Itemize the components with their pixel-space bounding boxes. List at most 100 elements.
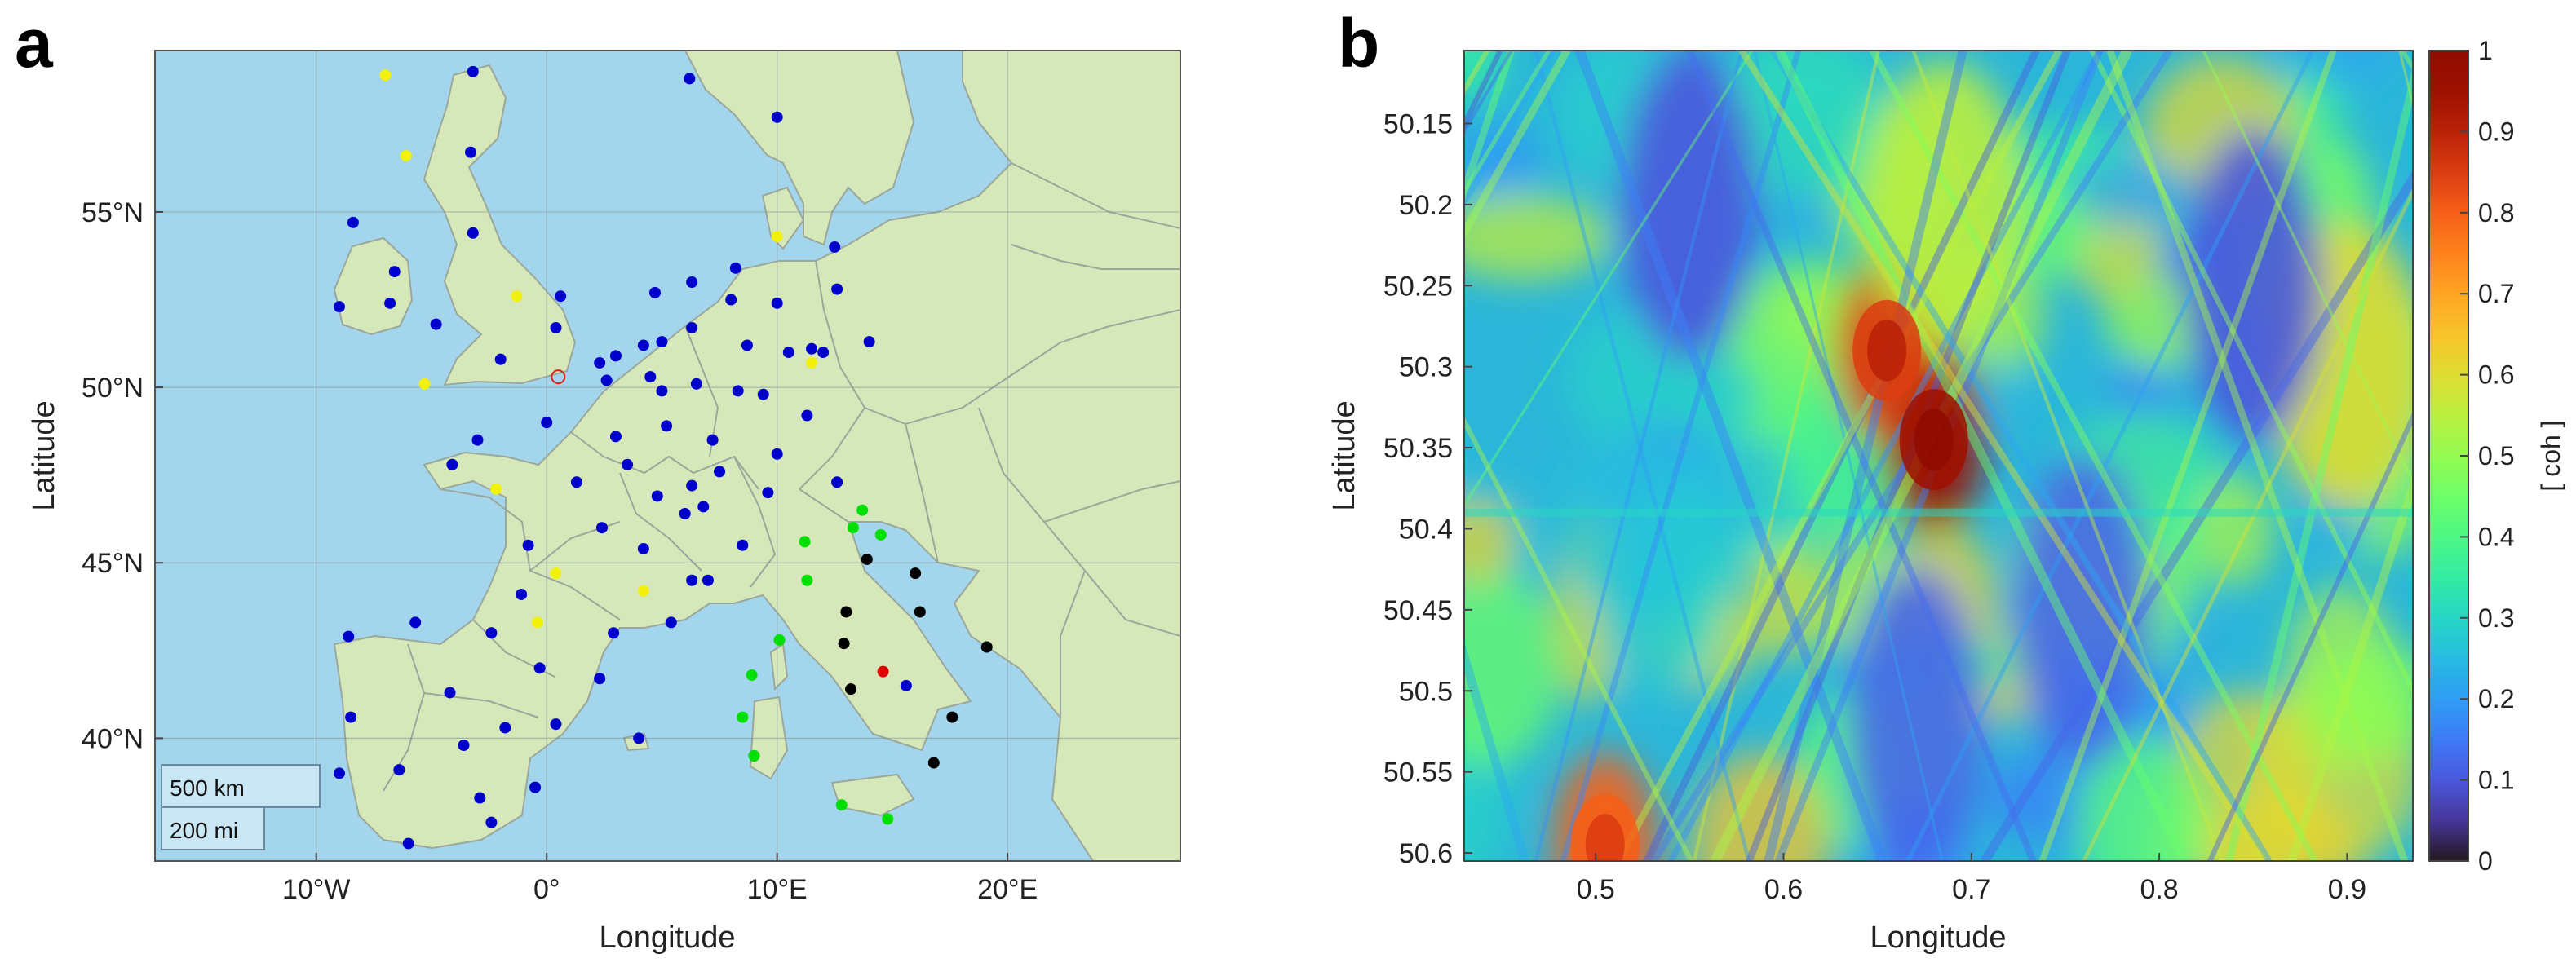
heatmap-streak [1464,51,1556,209]
station-point [686,276,698,288]
station-point [882,813,894,825]
station-point [595,522,608,534]
heatmap-streak [1560,51,1802,861]
x-tick-label: 0.6 [1764,874,1803,905]
station-point [622,458,634,470]
station-point [648,286,661,298]
heatmap-peak-core [1914,409,1954,471]
heatmap-texture-blob [2312,641,2413,758]
y-tick-label: 45°N [82,548,144,579]
station-point [702,574,714,586]
colorbar-tick-label: 0.8 [2478,198,2514,227]
station-point [529,781,542,793]
station-point [343,630,355,643]
station-point [467,65,479,77]
station-point [732,385,744,397]
heatmap-y-ticks: 50.15 50.2 50.25 50.3 50.35 50.4 50.45 50.5 50.5… [1383,108,1472,869]
panel-a-map: 500 km 200 mi 10°W 0° 10°E 20°E 40°N 45°N 50°… [27,50,1181,955]
station-point [485,816,498,828]
station-point [651,490,663,502]
station-point [494,353,507,365]
station-point [594,673,606,685]
heatmap-texture-blob [1464,51,1507,106]
heatmap-streak [1464,51,1754,509]
station-point [531,616,543,629]
map-graticule [155,51,1180,861]
y-tick-label: 50.55 [1383,757,1453,788]
heatmap-streak [2090,51,2413,696]
station-point [771,231,783,243]
colorbar-tick-label: 1 [2478,36,2493,65]
station-point [874,528,887,541]
station-point [914,606,926,618]
station-point [829,241,841,253]
heatmap-texture-blob [1745,549,1825,660]
heatmap-streak [2106,51,2409,861]
station-point [600,374,613,386]
station-point [656,385,668,397]
y-tick-label: 50.6 [1399,838,1453,869]
colorbar-tick-label: 0.5 [2478,441,2514,470]
heatmap-texture-blob [1464,193,1611,281]
station-point [608,627,620,639]
station-point [347,216,359,228]
station-point [690,378,702,390]
station-point [637,339,649,351]
heatmap-streak [1981,170,2413,861]
station-point [679,508,691,519]
station-point [418,378,431,390]
station-point [847,522,859,534]
station-point [863,336,875,348]
station-point [379,69,392,82]
station-point [771,448,783,460]
colorbar-ticks: 0 0.1 0.2 0.3 0.4 0.5 0.6 0.7 0.8 0.9 1 [2460,36,2514,876]
station-point [900,679,912,691]
station-point [806,356,818,369]
heatmap-streak [1753,51,1944,861]
heatmap-texture-blob [1464,569,1562,767]
y-tick-label: 50.45 [1383,595,1453,626]
station-point [782,347,794,359]
heatmap-texture-blob [2282,51,2393,86]
scale-bar-km-label: 500 km [170,775,245,801]
colorbar-tick-label: 0.2 [2478,684,2514,713]
station-point [409,616,422,629]
station-point [609,350,622,362]
heatmap-texture-blob [1720,51,1887,200]
station-point [511,290,523,303]
heatmap-blobs [1464,51,2413,861]
station-point [474,792,486,804]
station-point [861,553,873,565]
heatmap-texture-blob [2173,689,2317,861]
heatmap-streak [1738,51,2267,861]
colorbar-tick-label: 0.9 [2478,117,2514,146]
station-point [748,749,760,762]
scale-bar-km-box [161,764,321,808]
station-point [856,504,869,516]
station-point [522,539,534,551]
heatmap-streak [1464,51,1570,241]
station-point [762,487,774,499]
heatmap-streak [1534,51,1744,861]
colorbar-tick-label: 0.4 [2478,522,2514,551]
x-tick-label: 0.5 [1577,874,1615,905]
station-point [697,501,710,513]
station-point [656,336,668,348]
station-point [840,606,852,618]
heatmap-peak-core [1867,319,1907,382]
heatmap-region-band [1862,60,2025,348]
station-point [725,294,737,306]
station-point [633,732,645,744]
heatmap-texture-blob [1691,753,1829,861]
station-point [835,799,848,811]
station-point [714,466,726,478]
x-tick-label: 10°E [747,874,808,905]
heatmap-streak [1692,51,1881,861]
station-point [746,669,758,681]
station-point [490,483,502,495]
x-tick-label: 10°W [282,874,351,905]
station-point [686,574,698,586]
station-point [644,371,657,383]
y-tick-label: 50.5 [1399,676,1453,707]
